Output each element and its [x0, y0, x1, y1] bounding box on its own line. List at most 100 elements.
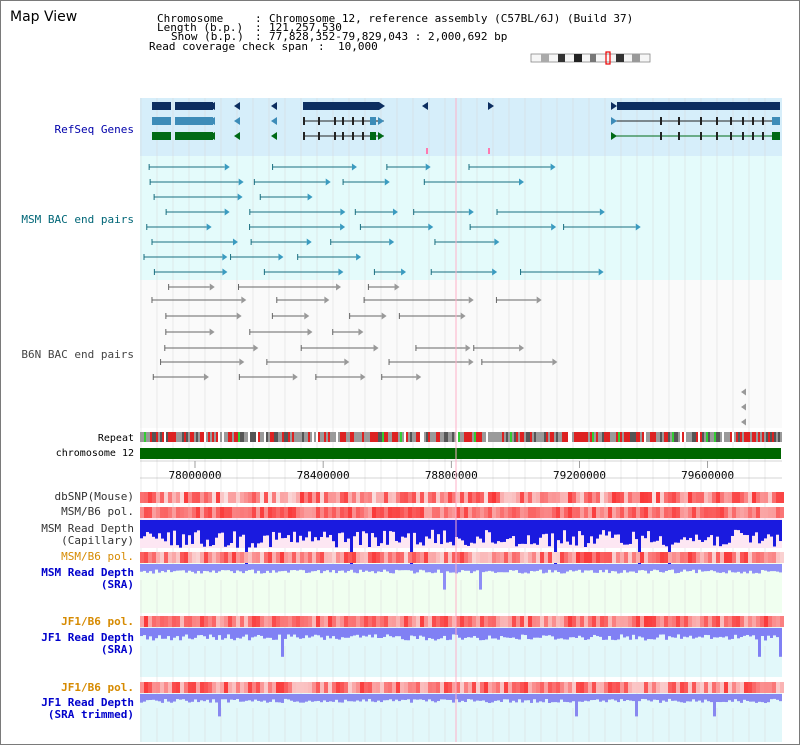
heat-cell[interactable]: [292, 507, 296, 518]
refseq-row-navy[interactable]: [152, 102, 780, 110]
heat-cell[interactable]: [144, 616, 148, 627]
heat-cell[interactable]: [156, 492, 160, 503]
repeat-segment[interactable]: [438, 432, 440, 442]
bac-end-pair[interactable]: [388, 358, 474, 366]
heat-cell[interactable]: [772, 492, 776, 503]
depth-bar[interactable]: [593, 694, 596, 700]
depth-bar[interactable]: [398, 564, 401, 571]
heat-cell[interactable]: [560, 507, 564, 518]
depth-bar[interactable]: [224, 520, 227, 547]
heat-cell[interactable]: [432, 507, 436, 518]
depth-bar[interactable]: [743, 564, 746, 572]
repeat-segment[interactable]: [682, 432, 684, 442]
depth-bar[interactable]: [464, 564, 467, 571]
bac-end-marker[interactable]: [741, 403, 746, 411]
bac-end-pair[interactable]: [359, 223, 434, 231]
heat-cell[interactable]: [404, 552, 408, 563]
heat-cell[interactable]: [696, 552, 700, 563]
heat-cell[interactable]: [220, 682, 224, 693]
depth-bar[interactable]: [485, 694, 488, 703]
depth-bar[interactable]: [152, 694, 155, 700]
depth-bar[interactable]: [419, 694, 422, 700]
heat-cell[interactable]: [440, 492, 444, 503]
depth-bar[interactable]: [401, 628, 404, 640]
depth-bar[interactable]: [209, 564, 212, 573]
repeat-segment[interactable]: [562, 432, 564, 442]
repeat-segment[interactable]: [274, 432, 276, 442]
depth-bar[interactable]: [776, 694, 779, 700]
depth-bar[interactable]: [398, 694, 401, 702]
repeat-segment[interactable]: [410, 432, 412, 442]
depth-bar[interactable]: [221, 520, 224, 533]
heat-cell[interactable]: [716, 507, 720, 518]
repeat-segment[interactable]: [396, 432, 398, 442]
repeat-segment[interactable]: [224, 432, 226, 442]
heat-cell[interactable]: [244, 492, 248, 503]
heat-cell[interactable]: [684, 552, 688, 563]
depth-bar[interactable]: [716, 628, 719, 638]
repeat-segment[interactable]: [496, 432, 498, 442]
depth-bar[interactable]: [431, 694, 434, 702]
depth-bar[interactable]: [662, 564, 665, 573]
heat-cell[interactable]: [620, 492, 624, 503]
repeat-segment[interactable]: [632, 432, 634, 442]
repeat-segment[interactable]: [444, 432, 446, 442]
heat-cell[interactable]: [408, 507, 412, 518]
repeat-segment[interactable]: [398, 432, 400, 442]
heat-cell[interactable]: [188, 616, 192, 627]
depth-bar[interactable]: [284, 564, 287, 571]
heat-cell[interactable]: [728, 552, 732, 563]
bac-end-pair[interactable]: [330, 238, 395, 246]
repeat-segment[interactable]: [314, 432, 316, 442]
heat-cell[interactable]: [448, 682, 452, 693]
depth-bar[interactable]: [683, 520, 686, 538]
heat-cell[interactable]: [380, 507, 384, 518]
heat-cell[interactable]: [588, 492, 592, 503]
repeat-segment[interactable]: [574, 432, 576, 442]
heat-cell[interactable]: [452, 616, 456, 627]
depth-bar[interactable]: [527, 564, 530, 574]
heat-cell[interactable]: [572, 682, 576, 693]
heat-cell[interactable]: [252, 682, 256, 693]
depth-bar[interactable]: [347, 694, 350, 702]
depth-bar[interactable]: [491, 520, 494, 543]
repeat-segment[interactable]: [646, 432, 648, 442]
depth-bar[interactable]: [623, 628, 626, 638]
depth-bar[interactable]: [461, 520, 464, 541]
heat-cell[interactable]: [332, 552, 336, 563]
heat-cell[interactable]: [576, 552, 580, 563]
heat-cell[interactable]: [680, 682, 684, 693]
dbsnp-heat-track[interactable]: [140, 492, 784, 503]
heat-cell[interactable]: [324, 552, 328, 563]
repeat-segment[interactable]: [588, 432, 590, 442]
jf1-read-depth-sra-trimmed-track[interactable]: [140, 694, 782, 717]
depth-bar[interactable]: [260, 520, 263, 543]
depth-bar[interactable]: [689, 564, 692, 572]
repeat-segment[interactable]: [660, 432, 662, 442]
depth-bar[interactable]: [416, 520, 419, 545]
depth-bar[interactable]: [488, 694, 491, 704]
depth-bar[interactable]: [710, 564, 713, 571]
heat-cell[interactable]: [464, 492, 468, 503]
depth-bar[interactable]: [551, 564, 554, 573]
heat-cell[interactable]: [556, 552, 560, 563]
repeat-segment[interactable]: [774, 432, 776, 442]
depth-bar[interactable]: [440, 520, 443, 545]
repeat-segment[interactable]: [686, 432, 688, 442]
heat-cell[interactable]: [268, 616, 272, 627]
depth-bar[interactable]: [737, 694, 740, 702]
heat-cell[interactable]: [600, 682, 604, 693]
depth-bar[interactable]: [566, 694, 569, 703]
heat-cell[interactable]: [492, 682, 496, 693]
depth-bar[interactable]: [395, 564, 398, 570]
depth-bar[interactable]: [497, 694, 500, 701]
repeat-segment[interactable]: [616, 432, 618, 442]
heat-cell[interactable]: [384, 492, 388, 503]
depth-bar[interactable]: [362, 520, 365, 532]
repeat-segment[interactable]: [630, 432, 632, 442]
heat-cell[interactable]: [292, 492, 296, 503]
heat-cell[interactable]: [620, 682, 624, 693]
depth-bar[interactable]: [293, 520, 296, 532]
heat-cell[interactable]: [688, 616, 692, 627]
heat-cell[interactable]: [736, 492, 740, 503]
